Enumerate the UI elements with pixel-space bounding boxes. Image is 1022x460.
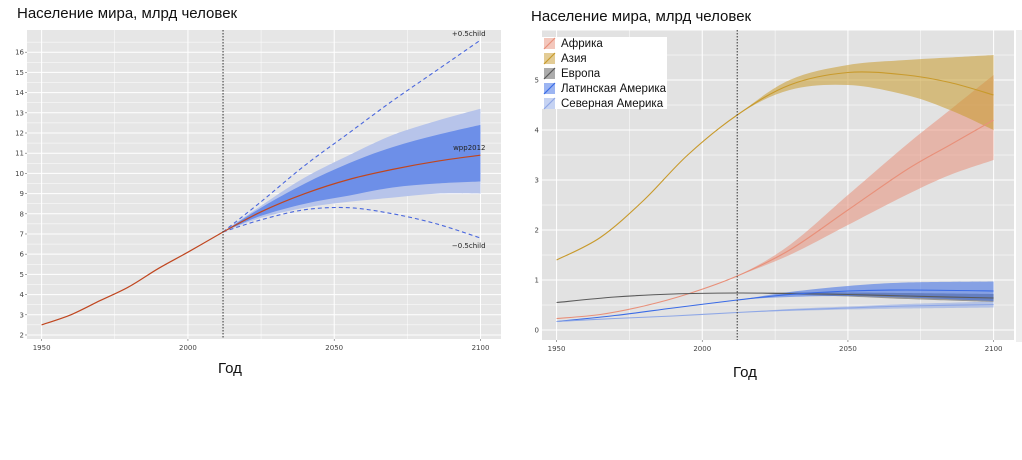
y-tick-label: 2 (535, 227, 539, 235)
legend-swatch-line (543, 37, 556, 50)
minus-half-child-label: −0.5child (452, 242, 486, 250)
plus-half-child-label: +0.5child (452, 30, 486, 38)
legend-box (541, 37, 667, 109)
y-tick-label: 4 (20, 291, 25, 299)
legend-label: Латинская Америка (561, 83, 667, 95)
y-tick-label: 16 (15, 49, 24, 57)
y-tick-label: 2 (20, 331, 24, 339)
band-Азия (556, 55, 994, 260)
legend-label: Африка (561, 38, 603, 50)
line-Латинская Америка (556, 289, 994, 323)
right-chart: 0 1 2 3 4 5 1950 2000 2050 2100 Африка Азия Европа Ла… (535, 30, 1014, 353)
plus-half-child-line (222, 39, 481, 233)
median-projection-line (222, 154, 481, 233)
legend-label: Северная Америка (561, 98, 664, 110)
y-tick-label: 3 (20, 311, 24, 319)
wpp2012-label: wpp2012 (453, 144, 485, 152)
y-tick-label: 0 (535, 327, 539, 335)
y-tick-label: 13 (15, 109, 24, 117)
y-tick-label: 8 (20, 210, 24, 218)
line-Европа (556, 292, 994, 304)
legend-label: Европа (561, 68, 601, 80)
x-tick-label: 2100 (985, 345, 1003, 353)
x-tick-label: 2000 (179, 344, 197, 352)
y-tick-label: 12 (15, 130, 24, 138)
x-tick-label: 1950 (33, 344, 51, 352)
left-chart-title: Население мира, млрд человек (17, 5, 238, 22)
right-edge-frame (1016, 30, 1022, 342)
line-Северная Америка (556, 303, 994, 323)
x-tick-label: 2050 (325, 344, 343, 352)
line-Азия (556, 71, 994, 261)
line-Африка (556, 119, 994, 320)
x-tick-label: 1950 (548, 345, 566, 353)
x-tick-label: 2000 (693, 345, 711, 353)
y-tick-label: 7 (20, 230, 24, 238)
legend-swatch-line (543, 97, 556, 110)
legend-swatch-line (543, 67, 556, 80)
historical-line (41, 231, 224, 326)
y-tick-label: 6 (20, 251, 25, 259)
right-chart-title: Население мира, млрд человек (531, 8, 752, 25)
legend-swatch-line (543, 82, 556, 95)
y-tick-label: 11 (15, 150, 24, 158)
y-tick-label: 3 (535, 177, 539, 185)
left-chart-x-label: Год (218, 360, 242, 377)
x-tick-label: 2100 (472, 344, 490, 352)
y-tick-label: 14 (15, 89, 24, 97)
y-tick-label: 9 (20, 190, 24, 198)
y-tick-label: 5 (20, 271, 24, 279)
legend: Африка Азия Европа Латинская Америка Северна… (541, 37, 667, 110)
band-Латинская Америка (556, 281, 994, 322)
y-tick-label: 15 (15, 69, 24, 77)
y-tick-label: 1 (535, 277, 539, 285)
y-tick-label: 10 (15, 170, 24, 178)
left-chart: 2 3 4 5 6 7 8 9 10 11 12 13 14 15 16 1950 2000 2050 2100 +0… (15, 30, 501, 352)
y-tick-label: 5 (535, 77, 539, 85)
right-chart-x-label: Год (733, 364, 757, 381)
legend-swatch-line (543, 52, 556, 65)
minus-half-child-line (222, 206, 481, 239)
y-tick-label: 4 (535, 127, 540, 135)
x-tick-label: 2050 (839, 345, 857, 353)
legend-label: Азия (561, 53, 587, 65)
